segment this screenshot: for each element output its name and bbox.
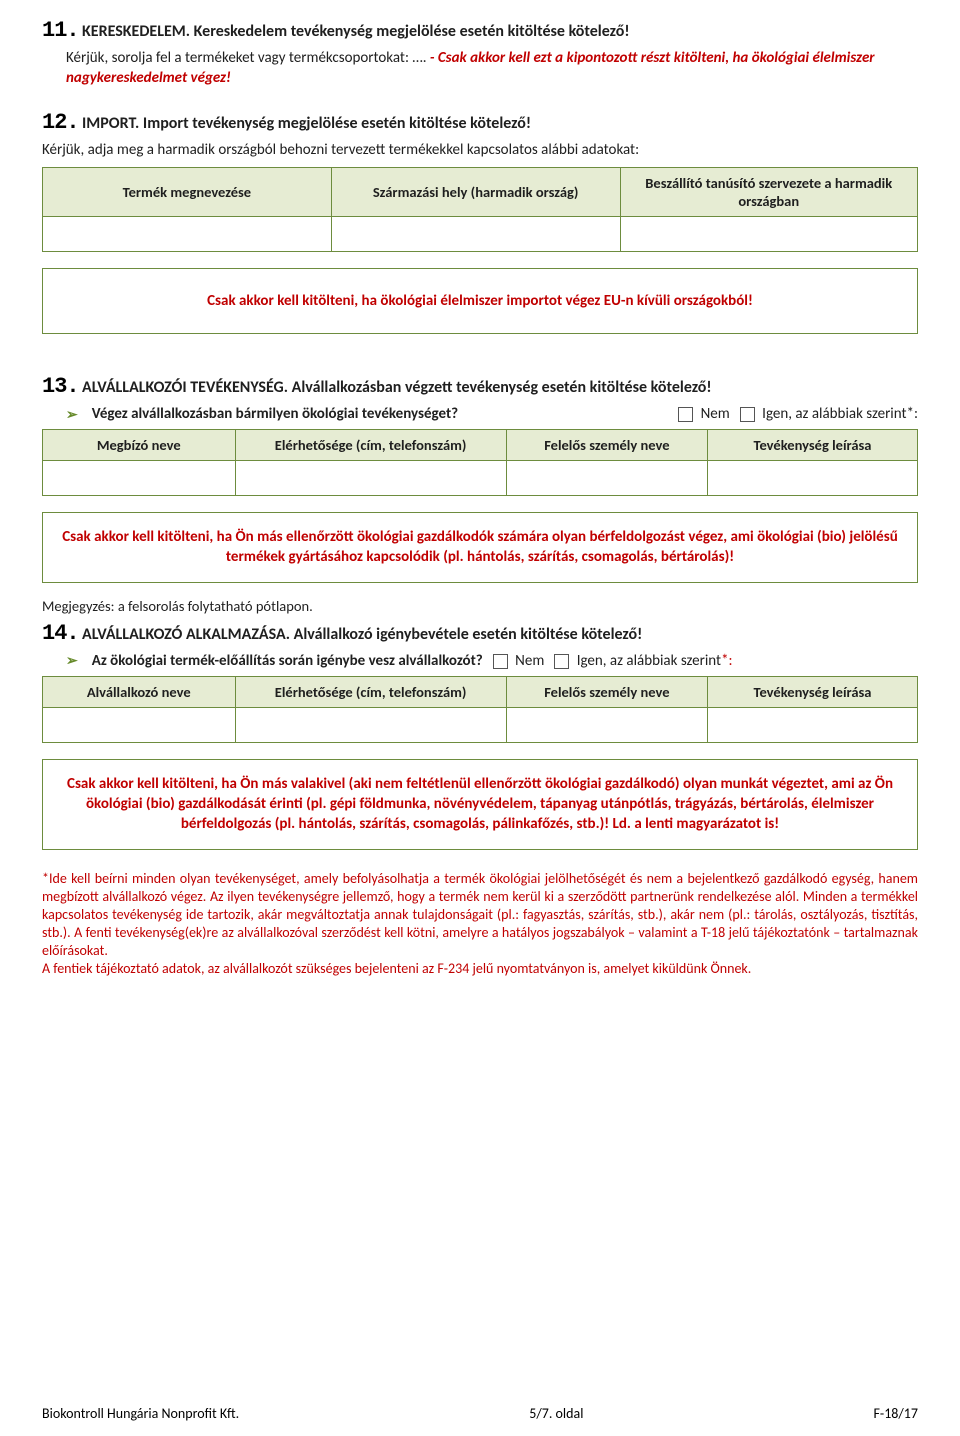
checkbox-no[interactable] xyxy=(493,654,508,669)
section-11-heading: KERESKEDELEM. Kereskedelem tevékenység m… xyxy=(82,22,630,41)
section-14-heading: ALVÁLLALKOZÓ ALKALMAZÁSA. Alvállalkozó i… xyxy=(82,625,642,644)
section-14-question: Az ökológiai termék-előállítás során igé… xyxy=(92,652,483,670)
section-11-title: 11. KERESKEDELEM. Kereskedelem tevékenys… xyxy=(42,18,918,43)
arrow-icon: ➢ xyxy=(66,406,78,423)
section-12-heading: IMPORT. Import tevékenység megjelölése e… xyxy=(82,114,531,133)
cell-origin[interactable] xyxy=(331,216,620,251)
col-principal: Megbízó neve xyxy=(43,430,236,461)
section-14-title: 14. ALVÁLLALKOZÓ ALKALMAZÁSA. Alvállalko… xyxy=(42,621,918,646)
col-person: Felelős személy neve xyxy=(506,676,707,707)
col-activity: Tevékenység leírása xyxy=(708,430,918,461)
col-contact: Elérhetősége (cím, telefonszám) xyxy=(235,676,506,707)
footnote: *Ide kell beírni minden olyan tevékenysé… xyxy=(42,870,918,979)
checkbox-yes[interactable] xyxy=(740,407,755,422)
checkbox-no[interactable] xyxy=(678,407,693,422)
section-14-table: Alvállalkozó neve Elérhetősége (cím, tel… xyxy=(42,676,918,743)
section-14-number: 14. xyxy=(42,621,79,646)
table-header-row: Termék megnevezése Származási hely (harm… xyxy=(43,167,918,216)
section-14-notice: Csak akkor kell kitölteni, ha Ön más val… xyxy=(42,759,918,850)
section-11-number: 11. xyxy=(42,18,79,43)
section-14-question-line: ➢ Az ökológiai termék-előállítás során i… xyxy=(66,652,918,670)
section-13-title: 13. ALVÁLLALKOZÓI TEVÉKENYSÉG. Alvállalk… xyxy=(42,374,918,399)
col-person: Felelős személy neve xyxy=(506,430,707,461)
section-12-notice: Csak akkor kell kitölteni, ha ökológiai … xyxy=(42,268,918,334)
option-no[interactable]: Nem xyxy=(493,652,545,670)
section-13-heading: ALVÁLLALKOZÓI TEVÉKENYSÉG. Alvállalkozás… xyxy=(82,378,712,397)
table-row xyxy=(43,461,918,496)
section-12-intro: Kérjük, adja meg a harmadik országból be… xyxy=(42,141,918,161)
footer-left: Biokontroll Hungária Nonprofit Kft. xyxy=(42,1405,239,1422)
section-13-number: 13. xyxy=(42,374,79,399)
section-11-prompt: Kérjük, sorolja fel a termékeket vagy te… xyxy=(66,49,918,88)
section-13-question: Végez alvállalkozásban bármilyen ökológi… xyxy=(92,405,458,423)
section-13-note: Megjegyzés: a felsorolás folytatható pót… xyxy=(42,597,918,615)
table-header-row: Alvállalkozó neve Elérhetősége (cím, tel… xyxy=(43,676,918,707)
option-no[interactable]: Nem xyxy=(678,405,730,423)
table-row xyxy=(43,216,918,251)
cell-principal[interactable] xyxy=(43,461,236,496)
col-activity: Tevékenység leírása xyxy=(708,676,918,707)
section-13-notice: Csak akkor kell kitölteni, ha Ön más ell… xyxy=(42,512,918,583)
cell-certifier[interactable] xyxy=(620,216,918,251)
col-contact: Elérhetősége (cím, telefonszám) xyxy=(235,430,506,461)
checkbox-yes[interactable] xyxy=(554,654,569,669)
cell-subcontractor[interactable] xyxy=(43,707,236,742)
footnote-tail: A fentiek tájékoztató adatok, az alválla… xyxy=(42,960,751,977)
option-yes[interactable]: Igen, az alábbiak szerint*: xyxy=(554,652,732,670)
cell-activity[interactable] xyxy=(708,461,918,496)
cell-contact[interactable] xyxy=(235,461,506,496)
cell-activity[interactable] xyxy=(708,707,918,742)
footer-right: F-18/17 xyxy=(873,1405,918,1422)
page-footer: Biokontroll Hungária Nonprofit Kft. 5/7.… xyxy=(42,1405,918,1422)
section-13-question-line: ➢ Végez alvállalkozásban bármilyen ökoló… xyxy=(66,405,918,423)
table-row xyxy=(43,707,918,742)
section-13-table: Megbízó neve Elérhetősége (cím, telefons… xyxy=(42,429,918,496)
section-12-title: 12. IMPORT. Import tevékenység megjelölé… xyxy=(42,110,918,135)
col-product: Termék megnevezése xyxy=(43,167,332,216)
section-12-number: 12. xyxy=(42,110,79,135)
col-origin: Származási hely (harmadik ország) xyxy=(331,167,620,216)
col-certifier: Beszállító tanúsító szervezete a harmadi… xyxy=(620,167,918,216)
option-yes[interactable]: Igen, az alábbiak szerint*: xyxy=(740,405,918,423)
cell-contact[interactable] xyxy=(235,707,506,742)
cell-person[interactable] xyxy=(506,707,707,742)
cell-person[interactable] xyxy=(506,461,707,496)
col-subcontractor: Alvállalkozó neve xyxy=(43,676,236,707)
arrow-icon: ➢ xyxy=(66,652,78,669)
footer-center: 5/7. oldal xyxy=(529,1405,583,1422)
cell-product[interactable] xyxy=(43,216,332,251)
section-12-table: Termék megnevezése Származási hely (harm… xyxy=(42,167,918,252)
section-11-prompt-text: Kérjük, sorolja fel a termékeket vagy te… xyxy=(66,49,430,67)
table-header-row: Megbízó neve Elérhetősége (cím, telefons… xyxy=(43,430,918,461)
